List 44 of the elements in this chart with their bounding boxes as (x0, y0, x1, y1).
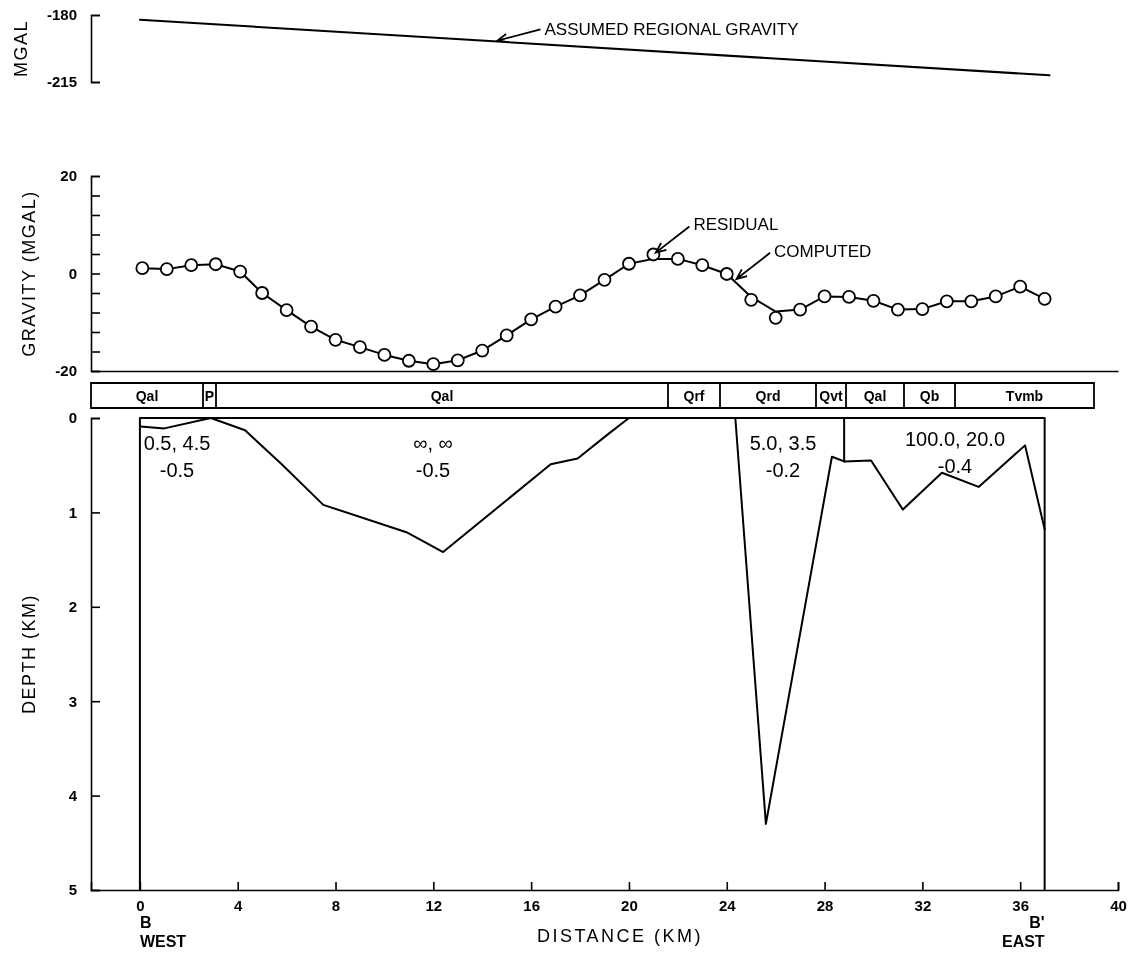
x-tick-label: 40 (1110, 896, 1127, 914)
text: P (204, 387, 215, 404)
x-tick-label: 16 (523, 896, 540, 914)
annotation: COMPUTED (774, 241, 872, 261)
x-tick-label: 8 (331, 896, 341, 914)
y-axis-title: GRAVITY (MGAL) (18, 190, 39, 357)
y-tick-label: 0 (68, 409, 77, 427)
y-tick-label: 3 (68, 692, 77, 710)
x-tick-label: 12 (425, 896, 443, 914)
text: Qrf (683, 387, 705, 404)
text: Qal (863, 387, 887, 404)
y-tick-label: 1 (68, 503, 77, 521)
y-axis-title: MGAL (10, 19, 31, 78)
text: Qrd (755, 387, 781, 404)
text: Qal (430, 387, 454, 404)
text: Qal (135, 387, 159, 404)
y-tick-label: 0 (68, 264, 77, 282)
annotation: ASSUMED REGIONAL GRAVITY (544, 20, 799, 40)
annotation: B' EAST (1001, 914, 1045, 950)
x-tick-label: 32 (914, 896, 932, 914)
annotation: 5.0, 3.5 -0.2 (749, 432, 817, 481)
y-tick-label: 20 (60, 167, 77, 185)
y-tick-label: 4 (68, 786, 78, 804)
y-axis-title: DEPTH (KM) (18, 594, 39, 714)
y-tick-label: 5 (68, 881, 77, 899)
x-tick-label: 36 (1012, 896, 1030, 914)
x-axis-title: DISTANCE (KM) (536, 926, 704, 946)
annotation: 100.0, 20.0 -0.4 (904, 428, 1006, 477)
y-tick-label: -20 (55, 362, 77, 380)
x-tick-label: 24 (718, 896, 737, 914)
x-tick-label: 28 (816, 896, 834, 914)
text: Tvmb (1005, 387, 1044, 404)
x-tick-label: 0 (136, 896, 145, 914)
annotation: ∞, ∞ -0.5 (413, 432, 453, 481)
text: Qb (919, 387, 940, 404)
text: Qvt (819, 387, 843, 404)
annotation: RESIDUAL (693, 215, 779, 235)
y-tick-label: -215 (46, 73, 77, 91)
annotation: B WEST (139, 914, 187, 950)
y-tick-label: 2 (68, 598, 77, 616)
y-tick-label: -180 (46, 6, 77, 24)
x-tick-label: 4 (234, 896, 244, 914)
x-tick-label: 20 (621, 896, 638, 914)
annotation: 0.5, 4.5 -0.5 (143, 432, 211, 481)
